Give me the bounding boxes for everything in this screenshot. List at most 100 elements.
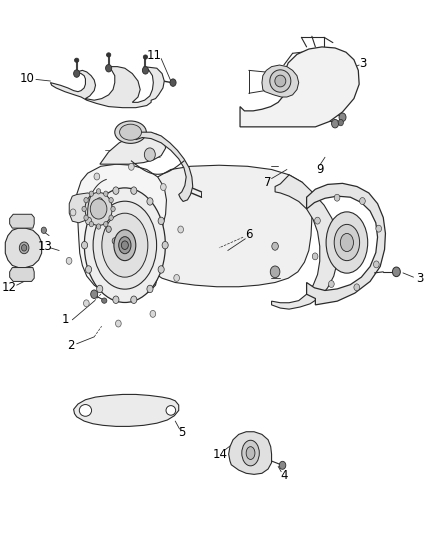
Ellipse shape (158, 266, 164, 273)
Ellipse shape (326, 212, 368, 273)
Text: 3: 3 (359, 58, 366, 70)
Ellipse shape (19, 242, 29, 254)
Ellipse shape (85, 192, 112, 225)
Ellipse shape (160, 183, 166, 190)
Ellipse shape (102, 213, 148, 277)
Ellipse shape (374, 261, 379, 268)
Polygon shape (145, 165, 312, 287)
Polygon shape (100, 133, 166, 164)
Ellipse shape (96, 224, 101, 229)
Polygon shape (77, 164, 166, 297)
Text: 3: 3 (416, 272, 423, 285)
Ellipse shape (89, 222, 94, 227)
Ellipse shape (162, 241, 168, 249)
Ellipse shape (96, 189, 101, 194)
Ellipse shape (102, 298, 107, 303)
Ellipse shape (131, 187, 137, 195)
Ellipse shape (272, 242, 279, 250)
Ellipse shape (104, 222, 108, 227)
Text: 2: 2 (67, 339, 75, 352)
Ellipse shape (119, 237, 131, 254)
Ellipse shape (131, 296, 137, 303)
Ellipse shape (142, 67, 148, 74)
Ellipse shape (312, 253, 318, 260)
Ellipse shape (82, 206, 86, 212)
Polygon shape (69, 193, 97, 223)
Ellipse shape (21, 245, 27, 251)
Ellipse shape (314, 217, 320, 224)
Ellipse shape (275, 75, 286, 87)
Ellipse shape (170, 79, 176, 86)
Ellipse shape (270, 266, 280, 278)
Text: 10: 10 (20, 72, 35, 85)
Text: 6: 6 (245, 228, 253, 241)
Text: 13: 13 (37, 240, 52, 253)
Ellipse shape (114, 230, 136, 261)
Ellipse shape (104, 191, 108, 196)
Ellipse shape (334, 224, 360, 261)
Ellipse shape (158, 217, 164, 224)
Ellipse shape (120, 124, 141, 140)
Ellipse shape (70, 209, 76, 216)
Ellipse shape (90, 199, 107, 219)
Ellipse shape (74, 58, 79, 62)
Ellipse shape (91, 290, 98, 298)
Ellipse shape (41, 227, 46, 233)
Text: 7: 7 (264, 176, 272, 189)
Ellipse shape (120, 243, 125, 249)
Ellipse shape (89, 191, 94, 196)
Text: 12: 12 (2, 281, 17, 294)
Ellipse shape (109, 215, 113, 221)
Text: 14: 14 (212, 448, 227, 461)
Ellipse shape (109, 197, 113, 203)
Ellipse shape (84, 215, 88, 221)
Ellipse shape (106, 226, 111, 232)
Ellipse shape (93, 201, 157, 289)
Ellipse shape (279, 461, 286, 470)
Ellipse shape (85, 266, 92, 273)
Ellipse shape (178, 226, 184, 233)
Text: 9: 9 (316, 163, 324, 176)
Ellipse shape (111, 206, 115, 212)
Ellipse shape (84, 300, 89, 307)
Ellipse shape (147, 285, 153, 293)
Ellipse shape (339, 113, 346, 122)
Ellipse shape (106, 64, 112, 72)
Ellipse shape (360, 198, 365, 205)
Polygon shape (262, 65, 299, 97)
Polygon shape (74, 394, 179, 426)
Ellipse shape (242, 440, 259, 466)
Ellipse shape (392, 267, 400, 277)
Ellipse shape (246, 447, 255, 459)
Text: 11: 11 (147, 50, 162, 62)
Ellipse shape (174, 274, 180, 281)
Ellipse shape (113, 187, 119, 195)
Ellipse shape (84, 197, 88, 203)
Ellipse shape (81, 241, 88, 249)
Ellipse shape (116, 320, 121, 327)
Ellipse shape (143, 55, 148, 59)
Ellipse shape (145, 148, 155, 161)
Polygon shape (135, 132, 193, 201)
Ellipse shape (150, 310, 155, 317)
Ellipse shape (85, 217, 92, 224)
Ellipse shape (270, 70, 291, 92)
Ellipse shape (354, 284, 360, 291)
Ellipse shape (128, 163, 134, 170)
Text: 1: 1 (62, 313, 70, 326)
Ellipse shape (112, 238, 117, 244)
Ellipse shape (147, 198, 153, 205)
Ellipse shape (121, 241, 128, 249)
Polygon shape (50, 67, 164, 108)
Ellipse shape (334, 194, 340, 201)
Ellipse shape (338, 119, 343, 126)
Ellipse shape (340, 233, 353, 252)
Text: 4: 4 (280, 469, 288, 482)
Polygon shape (5, 228, 42, 268)
Ellipse shape (332, 119, 339, 128)
Polygon shape (307, 183, 385, 305)
Ellipse shape (130, 245, 135, 251)
Ellipse shape (106, 53, 111, 57)
Polygon shape (272, 175, 338, 309)
Ellipse shape (166, 406, 176, 415)
